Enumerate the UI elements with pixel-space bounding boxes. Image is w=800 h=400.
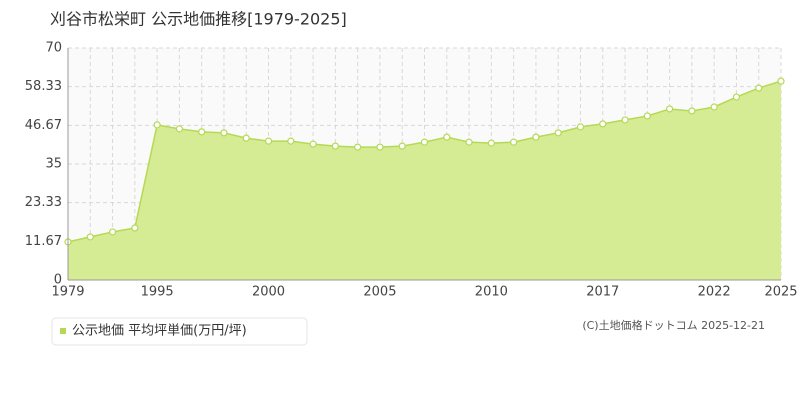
y-tick-label: 70 <box>45 41 62 56</box>
data-point <box>532 133 540 141</box>
data-point <box>777 77 785 85</box>
x-tick-label: 2000 <box>252 285 285 300</box>
data-point <box>665 105 674 113</box>
x-tick-label: 2025 <box>764 285 797 300</box>
y-tick-label: 58.33 <box>25 79 62 94</box>
data-point <box>309 140 317 148</box>
data-point <box>510 138 518 146</box>
data-point <box>599 120 607 128</box>
data-point <box>175 125 184 133</box>
data-point <box>376 143 384 151</box>
data-point <box>420 138 429 146</box>
data-point <box>108 228 117 236</box>
copyright: (C)土地価格ドットコム 2025-12-21 <box>582 318 765 332</box>
data-point <box>554 129 562 137</box>
data-point <box>131 224 139 232</box>
data-point <box>354 143 362 151</box>
y-tick-label: 35 <box>45 157 62 172</box>
data-point <box>398 142 406 150</box>
legend-box <box>51 317 308 346</box>
data-point <box>153 121 161 129</box>
data-point <box>576 123 585 131</box>
y-tick-label: 0 <box>54 273 62 288</box>
x-tick-label: 1979 <box>51 285 84 300</box>
x-tick-label: 2017 <box>586 285 619 300</box>
data-point <box>86 233 94 241</box>
x-tick-label: 2005 <box>363 285 396 300</box>
y-tick-label: 23.33 <box>25 195 62 210</box>
chart-title: 刈谷市松栄町 公示地価推移[1979-2025] <box>50 10 347 29</box>
legend-marker <box>60 328 66 334</box>
data-point <box>331 142 339 150</box>
data-point <box>198 128 206 136</box>
data-point <box>688 107 696 115</box>
x-tick-label: 2022 <box>698 285 731 300</box>
legend-label: 公示地価 平均坪単価(万円/坪) <box>72 323 247 339</box>
y-tick-label: 11.67 <box>25 234 62 249</box>
data-point <box>710 103 718 111</box>
data-point <box>465 138 473 146</box>
data-point <box>264 137 273 145</box>
x-tick-label: 2010 <box>475 285 508 300</box>
data-point <box>643 112 651 120</box>
data-point <box>487 139 495 147</box>
x-tick-label: 1995 <box>141 285 174 300</box>
data-point <box>242 134 250 142</box>
data-point <box>621 116 629 124</box>
data-point <box>443 133 451 141</box>
data-point <box>220 129 228 137</box>
data-point <box>732 93 741 101</box>
y-tick-label: 46.67 <box>25 118 62 133</box>
data-point <box>287 137 295 145</box>
area-fill <box>68 81 781 281</box>
data-point <box>755 84 763 92</box>
